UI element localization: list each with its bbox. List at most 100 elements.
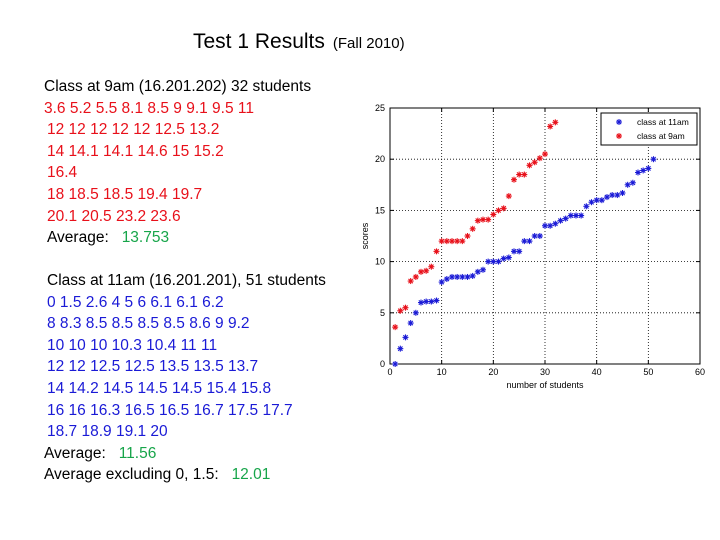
data-point-9am <box>490 211 497 218</box>
x-tick-label: 20 <box>488 367 498 377</box>
class-11am-heading: Class at 11am (16.201.201), 51 students <box>47 272 326 289</box>
legend-entry: class at 11am <box>637 117 689 127</box>
data-point-11am <box>552 220 559 227</box>
scores-scatter-chart: 0 10 20 30 40 50 60 0 5 10 15 20 25 number of studen… <box>360 103 705 390</box>
data-point-11am <box>485 258 492 265</box>
data-point-9am <box>438 238 445 245</box>
y-tick-label: 5 <box>380 308 385 318</box>
data-point-11am <box>474 268 481 275</box>
data-point-9am <box>542 151 548 158</box>
data-point-9am <box>526 162 533 169</box>
data-point-9am <box>469 225 476 232</box>
data-point-9am <box>449 238 455 245</box>
data-point-11am <box>407 320 414 327</box>
data-point-11am <box>598 197 605 204</box>
x-tick-label: 60 <box>695 367 705 377</box>
data-point-11am <box>433 297 440 304</box>
class-11am-scores-line: 8 8.3 8.5 8.5 8.5 8.5 8.6 9 9.2 <box>47 315 250 333</box>
data-point-11am <box>593 197 600 204</box>
data-point-11am <box>397 345 404 352</box>
x-tick-label: 30 <box>540 367 550 377</box>
chart-legend: class at 11am class at 9am <box>600 112 698 146</box>
data-point-9am <box>485 216 492 223</box>
data-point-11am <box>562 215 569 222</box>
data-point-11am <box>438 279 445 286</box>
data-point-11am <box>614 192 621 199</box>
class-11am-scores-line: 12 12 12.5 12.5 13.5 13.5 13.7 <box>47 358 259 376</box>
class-11am-average-excl-value: 12.01 <box>231 466 271 484</box>
y-tick-label: 20 <box>375 154 385 164</box>
class-11am-scores-line: 16 16 16.3 16.5 16.5 16.7 17.5 17.7 <box>47 401 293 419</box>
subtitle-text: (Fall 2010) <box>332 35 405 52</box>
data-point-11am <box>459 273 466 280</box>
data-point-9am <box>505 193 512 200</box>
data-point-11am <box>402 334 409 341</box>
x-axis-label: number of students <box>506 380 584 390</box>
data-point-11am <box>573 212 579 219</box>
data-point-9am <box>454 238 461 245</box>
data-point-11am <box>635 169 641 176</box>
data-point-11am <box>650 156 657 163</box>
data-point-9am <box>402 304 409 311</box>
data-point-11am <box>531 233 538 239</box>
data-point-11am <box>500 255 507 262</box>
class-11am-scores-line: 0 1.5 2.6 4 5 6 6.1 6.1 6.2 <box>47 293 224 311</box>
class-9am-scores-line: 3.6 5.2 5.5 8.1 8.5 9 9.1 9.5 11 <box>44 99 254 117</box>
y-axis-label: scores <box>360 222 370 249</box>
data-point-11am <box>454 273 461 280</box>
legend-box <box>600 112 698 146</box>
class-9am-scores-line: 12 12 12 12 12 12.5 13.2 <box>47 121 220 139</box>
class-9am-scores-line: 16.4 <box>47 164 78 182</box>
class-11am-average-value: 11.56 <box>118 444 157 462</box>
data-point-9am <box>423 267 430 274</box>
class-11am-average-excl-label: Average excluding 0, 1.5: <box>44 466 219 484</box>
class-11am-block: Class at 11am (16.201.201), 51 students … <box>44 270 326 486</box>
data-point-9am <box>443 238 450 245</box>
title-text: Test 1 Results <box>193 30 325 53</box>
data-point-11am <box>526 238 533 245</box>
chart-grid <box>390 108 700 364</box>
data-point-11am <box>645 165 652 172</box>
data-point-11am <box>588 199 595 206</box>
data-point-9am <box>407 278 414 285</box>
class-11am-scores-line: 18.7 18.9 19.1 20 <box>47 423 168 441</box>
legend-marker <box>616 133 622 139</box>
axis-ticks: 0 10 20 30 40 50 60 0 5 10 15 20 25 <box>375 103 705 377</box>
data-point-9am <box>516 171 523 178</box>
data-point-11am <box>449 273 455 280</box>
data-point-9am <box>428 263 435 270</box>
data-point-11am <box>490 258 497 265</box>
data-point-11am <box>536 233 543 239</box>
data-point-9am <box>500 205 507 212</box>
class-9am-scores-line: 14 14.1 14.1 14.6 15 15.2 <box>47 142 224 160</box>
y-tick-label: 25 <box>375 103 385 113</box>
data-point-11am <box>640 167 647 174</box>
class-9am-block: Class at 9am (16.201.202) 32 students 3.… <box>44 76 311 249</box>
data-point-11am <box>505 254 512 261</box>
data-point-9am <box>531 159 538 166</box>
data-point-11am <box>418 299 424 306</box>
data-point-9am <box>474 217 481 224</box>
data-point-11am <box>604 194 610 201</box>
data-point-11am <box>495 258 502 265</box>
data-point-11am <box>619 189 626 196</box>
data-point-11am <box>469 272 476 279</box>
x-tick-label: 10 <box>437 367 447 377</box>
data-point-11am <box>547 222 554 229</box>
data-point-9am <box>459 238 466 245</box>
data-point-9am <box>464 233 471 239</box>
data-point-9am <box>392 324 399 331</box>
class-11am-scores-line: 10 10 10 10.3 10.4 11 11 <box>47 336 218 354</box>
data-point-11am <box>567 212 574 219</box>
class-11am-scores-line: 14 14.2 14.5 14.5 14.5 15.4 15.8 <box>47 379 272 397</box>
data-point-9am <box>397 307 404 314</box>
legend-marker <box>616 119 622 125</box>
data-point-11am <box>542 222 548 229</box>
class-9am-average: Average: 13.753 <box>44 227 311 249</box>
data-point-11am <box>511 248 517 255</box>
class-11am-average-label: Average: <box>44 444 106 462</box>
data-point-11am <box>428 298 435 305</box>
class-9am-average-label: Average: <box>47 229 109 247</box>
data-point-11am <box>629 179 636 186</box>
data-point-9am <box>547 123 554 130</box>
